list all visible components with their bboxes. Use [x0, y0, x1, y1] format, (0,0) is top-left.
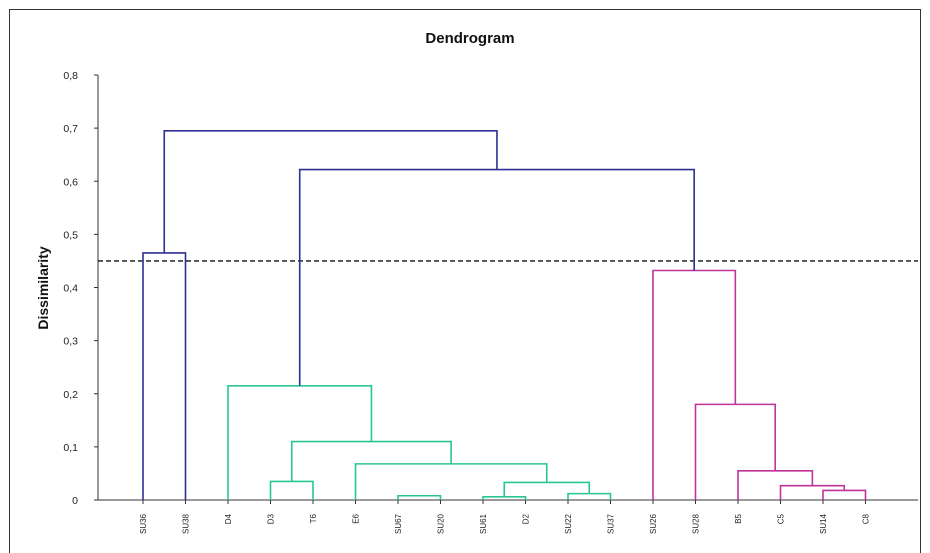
- dendrogram-links: [142, 129, 867, 500]
- y-tick-label: 0,2: [63, 389, 78, 401]
- leaf-label: SU14: [819, 513, 828, 534]
- leaf-label: SU37: [607, 513, 616, 534]
- leaf-label: SU22: [564, 513, 573, 534]
- dendrogram-link: [163, 129, 498, 253]
- dendrogram-link: [822, 489, 867, 500]
- leaf-label: SU67: [394, 513, 403, 534]
- dendrogram-link: [290, 440, 452, 482]
- axis-layer: 0 0,1 0,2 0,3 0,4 0,5 0,6 0,7 0,8: [63, 70, 918, 507]
- leaf-label: SU36: [139, 513, 148, 534]
- leaf-label: SU26: [649, 513, 658, 534]
- leaf-label: D4: [224, 513, 233, 524]
- leaf-label: B5: [734, 513, 743, 523]
- leaf-labels: SU36 SU38 D4 D3 T6 E6 SU67 SU20 SU61 D2 SU22 SU37 SU…: [139, 500, 871, 534]
- dendrogram-link: [503, 481, 591, 497]
- y-tick-label: 0,1: [63, 442, 78, 454]
- leaf-label: T6: [309, 513, 318, 523]
- leaf-label: SU28: [692, 513, 701, 534]
- dendrogram-link: [298, 168, 695, 386]
- y-tick-label: 0,4: [63, 283, 78, 295]
- dendrogram-link: [482, 496, 527, 500]
- y-axis-label: Dissimilarity: [35, 246, 51, 329]
- dendrogram-link: [142, 252, 187, 500]
- leaf-label: E6: [352, 513, 361, 523]
- y-tick-label: 0,5: [63, 229, 78, 241]
- leaf-label: C5: [777, 513, 786, 524]
- y-tick-label: 0,7: [63, 123, 78, 135]
- y-tick-label: 0,3: [63, 336, 78, 348]
- dendrogram-link: [397, 494, 442, 500]
- leaf-label: D3: [267, 513, 276, 524]
- leaf-label: SU61: [479, 513, 488, 534]
- leaf-label: C8: [862, 513, 871, 524]
- y-tick-label: 0: [72, 495, 78, 507]
- leaf-label: SU38: [182, 513, 191, 534]
- chart-title: Dendrogram: [425, 30, 514, 47]
- chart-border: [9, 9, 921, 553]
- y-tick-label: 0,6: [63, 176, 78, 188]
- leaf-label: SU20: [437, 513, 446, 534]
- y-tick-label: 0,8: [63, 70, 78, 82]
- leaf-label: D2: [522, 513, 531, 524]
